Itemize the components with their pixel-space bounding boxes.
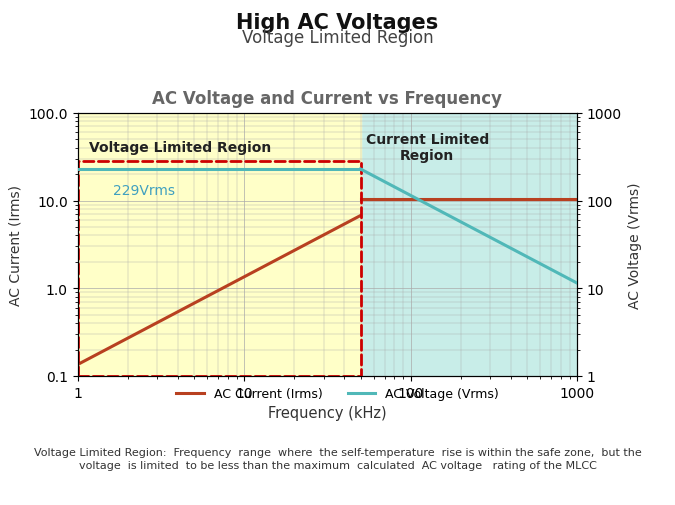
Text: Voltage Limited Region: Voltage Limited Region: [89, 141, 271, 155]
Y-axis label: AC Voltage (Vrms): AC Voltage (Vrms): [628, 182, 641, 308]
Text: Voltage Limited Region: Voltage Limited Region: [242, 29, 433, 47]
Bar: [78, 114, 360, 376]
Text: High AC Voltages: High AC Voltages: [236, 13, 439, 33]
Legend: AC Current (Irms), AC Voltage (Vrms): AC Current (Irms), AC Voltage (Vrms): [171, 382, 504, 406]
Title: AC Voltage and Current vs Frequency: AC Voltage and Current vs Frequency: [153, 90, 502, 108]
Y-axis label: AC Current (Irms): AC Current (Irms): [9, 184, 23, 306]
Text: 229Vrms: 229Vrms: [113, 184, 175, 197]
Text: voltage  is limited  to be less than the maximum  calculated  AC voltage   ratin: voltage is limited to be less than the m…: [78, 461, 597, 471]
Text: Current Limited
Region: Current Limited Region: [366, 133, 489, 163]
X-axis label: Frequency (kHz): Frequency (kHz): [268, 406, 387, 421]
Text: Voltage Limited Region:  Frequency  range  where  the self-temperature  rise is : Voltage Limited Region: Frequency range …: [34, 447, 641, 457]
